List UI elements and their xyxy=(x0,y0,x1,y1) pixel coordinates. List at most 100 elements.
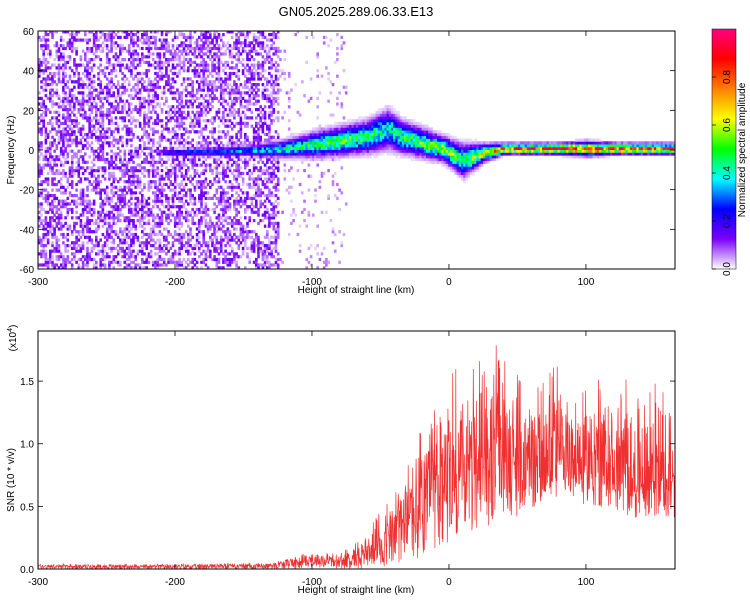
spectrogram-cell xyxy=(127,216,131,220)
spectrogram-cell xyxy=(95,244,98,248)
spectrogram-cell xyxy=(178,91,181,95)
spectrogram-cell xyxy=(46,177,50,181)
spectrogram-cell xyxy=(49,207,52,212)
spectrogram-cell xyxy=(143,152,146,156)
spectrogram-cell xyxy=(110,141,113,145)
spectrogram-cell xyxy=(235,263,238,267)
spectrogram-cell xyxy=(255,152,258,156)
spectrogram-cell xyxy=(68,171,72,175)
spectrogram-cell xyxy=(272,210,276,214)
spectrogram-cell xyxy=(103,235,107,239)
spectrogram-cell xyxy=(171,260,175,264)
spectrogram-cell xyxy=(97,224,100,228)
spectrogram-cell xyxy=(40,263,43,267)
spectrogram-cell xyxy=(244,191,247,195)
spectrogram-cell xyxy=(70,31,74,34)
spectrogram-cell xyxy=(184,152,188,156)
spectrogram-cell xyxy=(206,207,210,212)
spectrogram-cell xyxy=(141,199,144,203)
spectrogram-cell xyxy=(84,160,87,164)
spectrogram-cell xyxy=(182,33,186,37)
spectrogram-cell xyxy=(209,252,212,256)
spectrogram-cell xyxy=(59,205,63,209)
spectrogram-cell xyxy=(219,85,223,89)
spectrogram-cell xyxy=(59,80,63,84)
spectrogram-cell xyxy=(112,44,116,48)
spectrogram-cell xyxy=(119,177,122,181)
spectrogram-cell xyxy=(237,146,241,150)
spectrogram-cell xyxy=(217,199,221,203)
spectrogram-cell xyxy=(68,58,72,62)
spectrogram-cell xyxy=(217,152,221,156)
spectrogram-cell xyxy=(44,46,48,51)
spectrogram-cell xyxy=(95,105,98,109)
spectrogram-cell xyxy=(182,202,186,206)
spectrogram-cell xyxy=(141,96,144,100)
spectrogram-cell xyxy=(263,152,267,156)
spectrogram-cell xyxy=(195,63,199,67)
spectrogram-cell xyxy=(180,199,184,203)
spectrogram-cell xyxy=(211,241,214,245)
spectrogram-cell xyxy=(202,216,205,220)
spectrogram-cell xyxy=(130,219,133,223)
spectrogram-cell xyxy=(250,124,254,128)
spectrogram-cell xyxy=(44,255,48,259)
spectrogram-cell xyxy=(169,163,173,167)
spectrogram-cell xyxy=(244,41,247,45)
spectrogram-cell xyxy=(211,155,214,159)
spectrogram-cell xyxy=(121,110,124,114)
spectrogram-cell xyxy=(125,124,129,128)
spectrogram-cell xyxy=(255,124,258,128)
spectrogram-cell xyxy=(222,260,225,264)
spectrogram-cell xyxy=(195,244,199,248)
spectrogram-cell xyxy=(75,241,78,245)
spectrogram-cell xyxy=(239,44,243,48)
spectrogram-cell xyxy=(268,177,271,181)
spectrogram-cell xyxy=(73,252,76,256)
spectrogram-cell xyxy=(246,108,249,112)
spectrogram-cell xyxy=(132,44,135,48)
spectrogram-cell xyxy=(180,163,184,167)
spectrogram-cell xyxy=(99,113,102,117)
spectrogram-cell xyxy=(141,149,144,153)
spectrogram-cell xyxy=(189,33,192,37)
spectrogram-cell xyxy=(38,127,41,131)
spectrogram-cell xyxy=(160,60,164,64)
spectrogram-cell xyxy=(145,74,148,78)
spectrogram-cell xyxy=(176,119,179,123)
spectrogram-cell xyxy=(217,69,221,73)
spectrogram-cell xyxy=(46,74,50,78)
spectrogram-cell xyxy=(55,263,59,267)
spectrogram-cell xyxy=(44,135,48,139)
spectrogram-cell xyxy=(81,232,85,237)
spectrogram-cell xyxy=(257,188,260,192)
spectrogram-cell xyxy=(222,44,225,48)
spectrogram-cell xyxy=(101,116,105,120)
spectrogram-cell xyxy=(248,157,251,162)
spectrogram-cell xyxy=(274,232,278,237)
spectrogram-cell xyxy=(55,94,59,98)
spectrogram-cell xyxy=(217,180,221,184)
spectrogram-cell xyxy=(147,77,151,81)
spectrogram-cell xyxy=(219,160,223,164)
spectrogram-cell xyxy=(77,163,81,167)
spectrogram-cell xyxy=(195,232,199,237)
spectrogram-cell xyxy=(152,149,155,153)
spectrogram-cell xyxy=(169,246,173,250)
spectrogram-cell xyxy=(206,49,210,53)
spectrogram-cell xyxy=(73,152,76,156)
spectrogram-cell xyxy=(79,196,83,200)
spectrogram-cell xyxy=(92,35,96,39)
spectrogram-cell xyxy=(136,146,140,150)
spectrogram-cell xyxy=(116,219,120,223)
spectrogram-cell xyxy=(90,124,94,128)
spectrogram-cell xyxy=(132,63,135,67)
spectrogram-cell xyxy=(38,66,41,70)
spectrogram-cell xyxy=(103,257,107,262)
spectrogram-cell xyxy=(184,77,188,81)
spectrogram-cell xyxy=(270,119,273,123)
spectrogram-cell xyxy=(189,180,192,184)
spectrogram-cell xyxy=(42,157,45,162)
spectrogram-cell xyxy=(244,66,247,70)
spectrogram-cell xyxy=(165,33,168,37)
